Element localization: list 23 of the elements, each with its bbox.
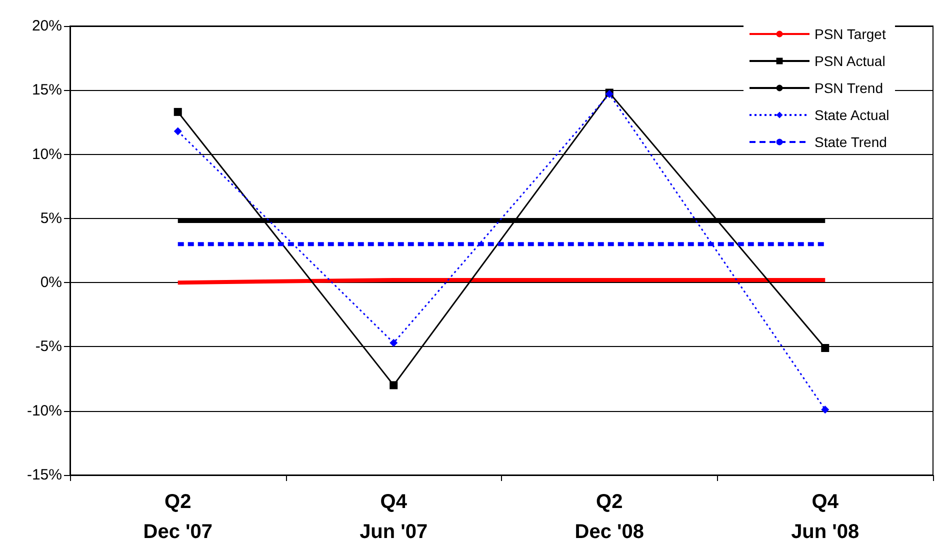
point — [821, 344, 830, 352]
legend-label: State Actual — [814, 107, 890, 123]
x-tick-label: Q4 Jun '08 — [791, 491, 860, 543]
legend-label: PSN Target — [814, 26, 886, 42]
y-tick-label: -15% — [26, 466, 62, 484]
x-tick-label: Q2 Dec '08 — [574, 491, 644, 543]
point — [390, 381, 398, 390]
point — [174, 127, 182, 136]
x-tick-label: Q2 Dec '07 — [143, 491, 212, 543]
y-tick-label: 0% — [40, 274, 62, 292]
y-tick-label: 5% — [40, 210, 62, 227]
x-tick-label: Q4 Jun '07 — [360, 491, 428, 543]
y-tick-label: -10% — [26, 402, 62, 420]
point — [821, 406, 830, 414]
y-tick-label: 15% — [32, 82, 62, 99]
legend-label: PSN Trend — [814, 80, 883, 96]
legend-label: PSN Actual — [814, 53, 886, 69]
y-tick-label: 20% — [32, 18, 62, 34]
point — [174, 108, 182, 116]
y-tick-label: 10% — [32, 146, 62, 163]
y-tick-label: -5% — [35, 338, 62, 356]
point — [390, 338, 398, 347]
legend-label: State Trend — [814, 134, 887, 150]
